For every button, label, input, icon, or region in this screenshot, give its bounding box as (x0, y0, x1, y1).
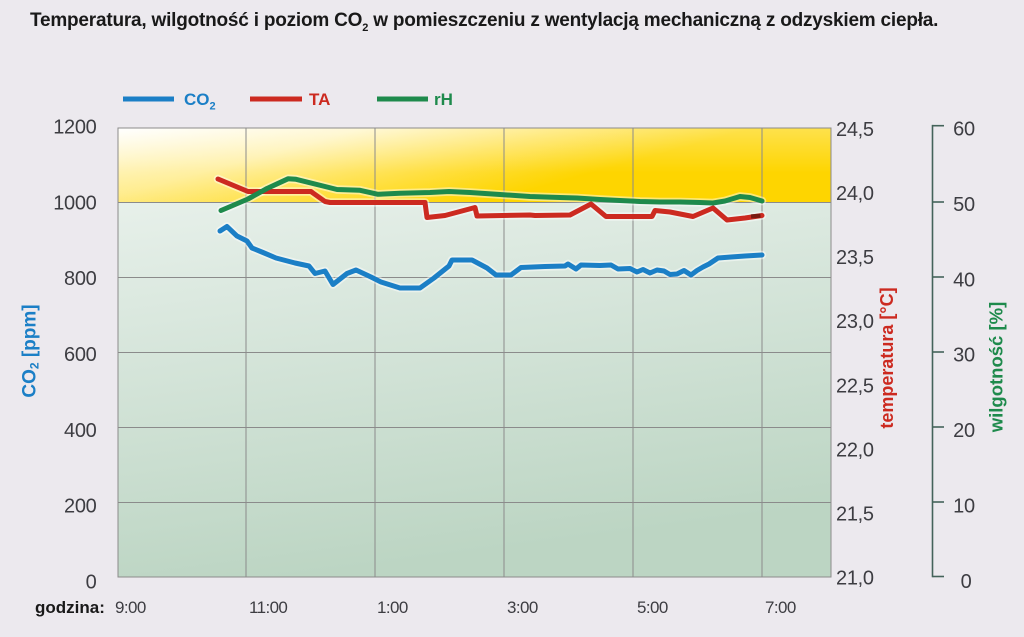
svg-text:7:00: 7:00 (765, 598, 796, 617)
svg-text:400: 400 (64, 420, 97, 442)
svg-text:1000: 1000 (53, 192, 96, 214)
svg-text:9:00: 9:00 (115, 598, 146, 617)
svg-text:23,0: 23,0 (836, 311, 874, 333)
svg-text:22,0: 22,0 (836, 439, 874, 461)
svg-text:30: 30 (953, 345, 975, 367)
svg-text:0: 0 (86, 572, 97, 594)
svg-text:10: 10 (953, 496, 975, 518)
svg-text:60: 60 (953, 119, 975, 141)
svg-text:wilgotność [%]: wilgotność [%] (986, 302, 1007, 434)
svg-text:5:00: 5:00 (637, 598, 668, 617)
svg-text:600: 600 (64, 344, 97, 366)
svg-text:1200: 1200 (53, 117, 96, 139)
svg-text:3:00: 3:00 (507, 598, 538, 617)
svg-text:11:00: 11:00 (249, 598, 287, 617)
svg-text:Temperatura, wilgotność i pozi: Temperatura, wilgotność i poziom CO2 w p… (30, 10, 938, 34)
svg-text:22,5: 22,5 (836, 375, 874, 397)
svg-text:21,5: 21,5 (836, 503, 874, 525)
svg-text:1:00: 1:00 (377, 598, 408, 617)
svg-text:CO2 [ppm]: CO2 [ppm] (20, 304, 42, 397)
svg-text:23,5: 23,5 (836, 247, 874, 269)
svg-text:temperatura [°C]: temperatura [°C] (877, 287, 897, 428)
svg-text:rH: rH (434, 90, 453, 109)
svg-text:40: 40 (953, 269, 975, 291)
svg-text:24,0: 24,0 (836, 183, 874, 205)
svg-text:20: 20 (953, 420, 975, 442)
svg-text:CO2: CO2 (184, 90, 216, 113)
svg-text:200: 200 (64, 496, 97, 518)
svg-text:0: 0 (961, 571, 972, 593)
svg-text:50: 50 (953, 194, 975, 216)
svg-text:24,5: 24,5 (836, 119, 874, 141)
svg-text:godzina:: godzina: (35, 598, 105, 617)
svg-text:TA: TA (309, 90, 330, 109)
svg-text:21,0: 21,0 (836, 568, 874, 590)
svg-text:800: 800 (64, 268, 97, 290)
